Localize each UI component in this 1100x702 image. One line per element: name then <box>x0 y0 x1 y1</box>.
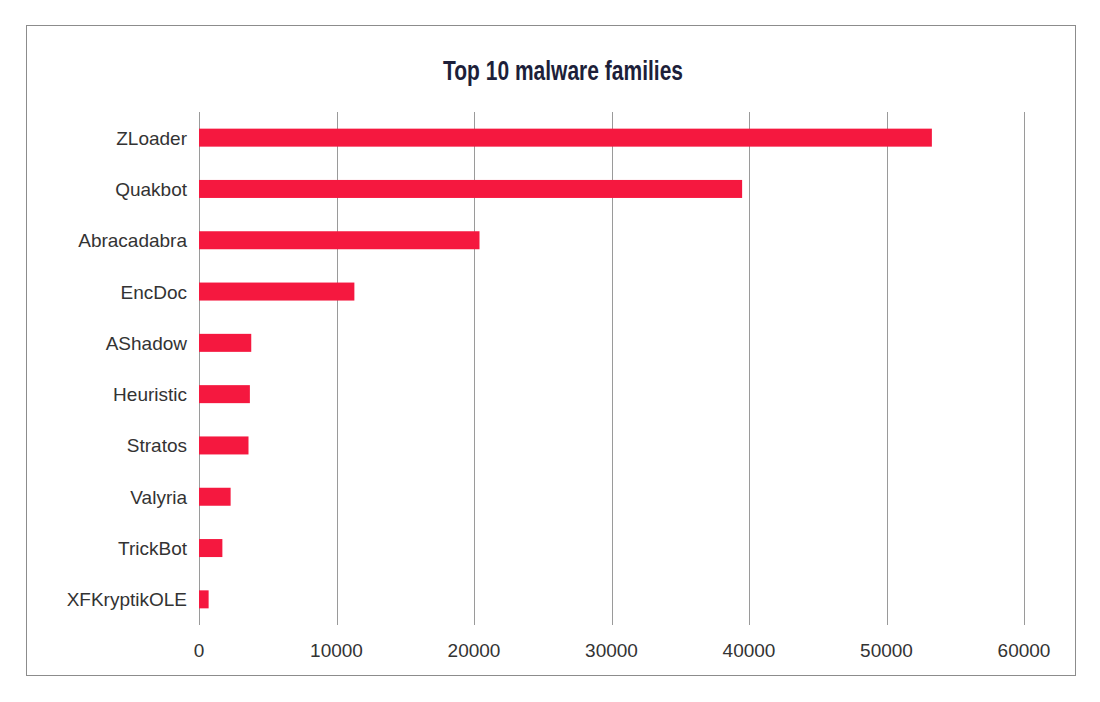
bar <box>199 385 250 403</box>
title: Top 10 malware families <box>443 56 683 86</box>
tick-label: 10000 <box>310 640 363 661</box>
category-label: Abracadabra <box>78 230 187 251</box>
grid-line <box>749 112 750 625</box>
bar <box>199 334 251 352</box>
category-label: Quakbot <box>115 179 188 200</box>
category-label: Heuristic <box>113 384 187 405</box>
bar <box>199 590 209 608</box>
bar <box>199 283 354 301</box>
bar <box>199 231 480 249</box>
category-label: TrickBot <box>118 538 188 559</box>
bar <box>199 180 742 198</box>
category-label: Stratos <box>127 435 187 456</box>
grid-line <box>887 112 888 625</box>
frame <box>27 26 1076 676</box>
tick-label: 60000 <box>998 640 1051 661</box>
chart-container: Top 10 malware families 0 10000 20000 30000 4… <box>0 0 1100 702</box>
x-tick-labels: 0 10000 20000 30000 40000 50000 60000 <box>194 640 1051 661</box>
grid <box>200 112 1025 625</box>
bar <box>199 488 231 506</box>
category-label: EncDoc <box>120 282 187 303</box>
category-label: Valyria <box>130 487 187 508</box>
bars <box>199 129 932 609</box>
category-label: XFKryptikOLE <box>67 589 187 610</box>
tick-label: 30000 <box>585 640 638 661</box>
tick-label: 0 <box>194 640 205 661</box>
tick-label: 20000 <box>448 640 501 661</box>
category-label: AShadow <box>106 333 188 354</box>
grid-line <box>1024 112 1025 625</box>
bar <box>199 129 932 147</box>
category-label: ZLoader <box>116 128 187 149</box>
category-labels: ZLoader Quakbot Abracadabra EncDoc AShadow He… <box>67 128 188 611</box>
chart: Top 10 malware families 0 10000 20000 30000 4… <box>0 0 1100 702</box>
tick-label: 40000 <box>723 640 776 661</box>
bar <box>199 436 249 454</box>
bar <box>199 539 222 557</box>
tick-label: 50000 <box>860 640 913 661</box>
